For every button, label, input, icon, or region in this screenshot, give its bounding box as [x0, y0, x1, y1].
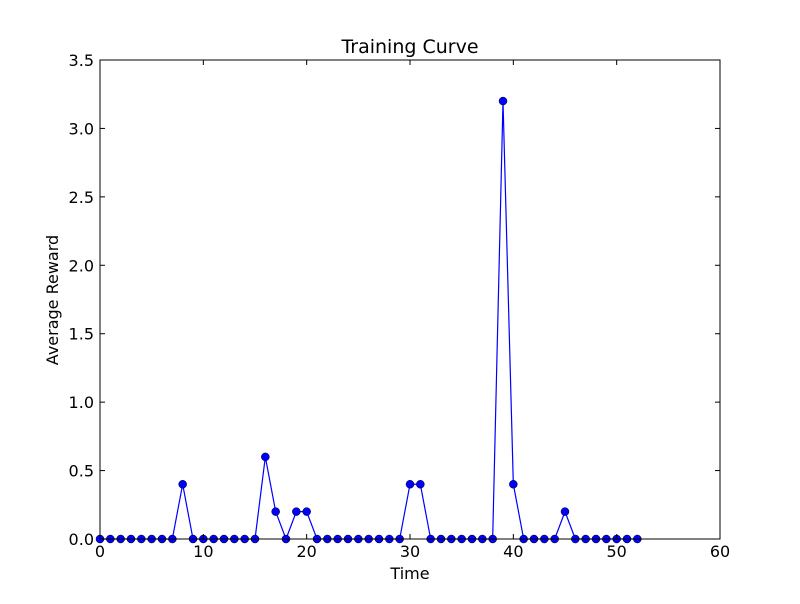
x-tick-label: 40	[503, 542, 523, 561]
x-axis-label: Time	[389, 564, 429, 583]
y-axis-label: Average Reward	[43, 235, 62, 365]
y-tick-label: 1.0	[69, 393, 94, 412]
axis-ticks: 0 10 20 30 40 50 60 0.0 0.5 1.0 1.5 2.0 2.5 3.0 3.5	[69, 51, 731, 561]
plot-area	[95, 96, 642, 544]
x-tick-label: 50	[606, 542, 626, 561]
y-tick-label: 3.5	[69, 51, 94, 70]
y-tick-label: 2.5	[69, 188, 94, 207]
data-point-0-30	[405, 480, 415, 489]
x-tick-label: 60	[710, 542, 730, 561]
chart-title: Training Curve	[340, 36, 478, 58]
data-point-0-17	[271, 507, 280, 516]
data-point-0-45	[560, 507, 570, 516]
data-point-0-40	[509, 480, 518, 489]
data-point-0-39	[498, 96, 508, 106]
y-tick-label: 0.5	[69, 462, 94, 481]
data-point-0-20	[302, 507, 311, 516]
data-point-0-19	[292, 507, 301, 516]
x-tick-label: 30	[400, 542, 420, 561]
y-tick-label: 3.0	[69, 119, 94, 138]
data-point-0-16	[261, 452, 270, 462]
y-tick-label: 2.0	[69, 256, 94, 275]
x-tick-label: 20	[296, 542, 316, 561]
data-point-0-8	[178, 480, 187, 489]
y-tick-label: 0.0	[69, 530, 94, 549]
x-tick-label: 10	[193, 542, 213, 561]
data-point-0-31	[416, 480, 425, 489]
plot-frame	[99, 59, 721, 540]
x-tick-label: 0	[95, 542, 105, 561]
y-tick-label: 1.5	[69, 325, 94, 344]
series-line-0	[100, 101, 638, 541]
